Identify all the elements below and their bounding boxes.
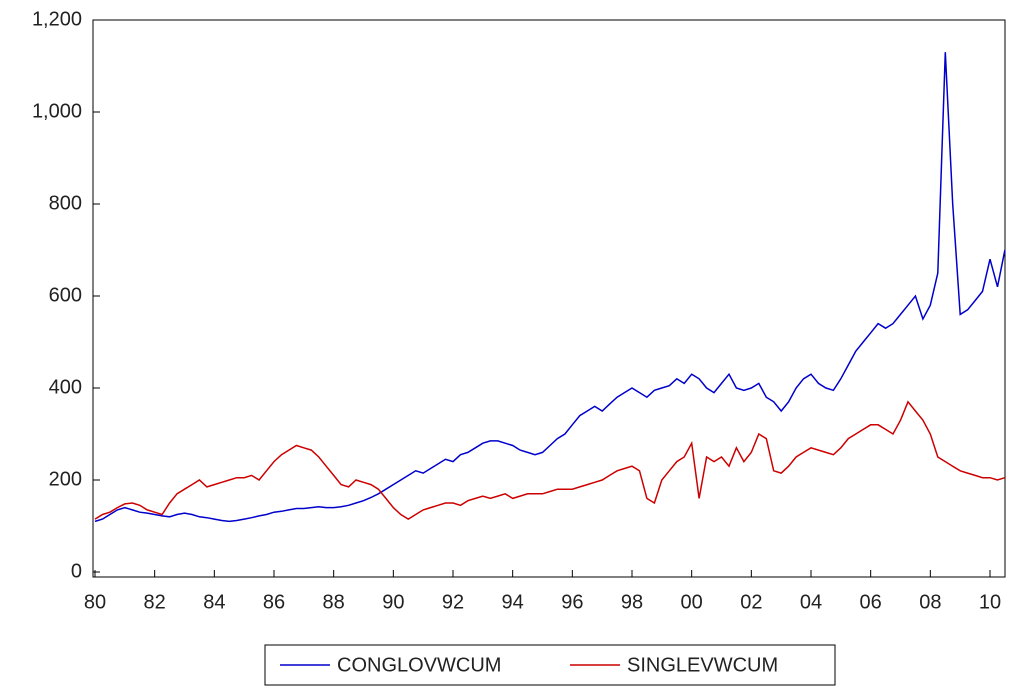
y-tick-label: 200 bbox=[49, 468, 82, 490]
x-tick-label: 92 bbox=[442, 591, 464, 613]
x-tick-label: 00 bbox=[681, 591, 703, 613]
x-tick-label: 96 bbox=[561, 591, 583, 613]
y-tick-label: 400 bbox=[49, 376, 82, 398]
y-tick-label: 0 bbox=[71, 560, 82, 582]
x-tick-label: 02 bbox=[740, 591, 762, 613]
x-tick-label: 04 bbox=[800, 591, 822, 613]
x-tick-label: 08 bbox=[919, 591, 941, 613]
y-tick-label: 1,200 bbox=[32, 8, 82, 30]
x-tick-label: 98 bbox=[621, 591, 643, 613]
x-tick-label: 84 bbox=[203, 591, 225, 613]
series-line bbox=[94, 400, 1006, 520]
y-tick-label: 800 bbox=[49, 192, 82, 214]
y-tick-label: 600 bbox=[49, 284, 82, 306]
x-tick-label: 10 bbox=[979, 591, 1001, 613]
x-tick-label: 82 bbox=[144, 591, 166, 613]
legend-label: SINGLEVWCUM bbox=[627, 654, 778, 676]
legend-label: CONGLOVWCUM bbox=[337, 654, 501, 676]
x-tick-label: 90 bbox=[382, 591, 404, 613]
plot-frame bbox=[92, 19, 1006, 578]
x-tick-label: 06 bbox=[860, 591, 882, 613]
x-tick-label: 94 bbox=[502, 591, 524, 613]
legend-box bbox=[264, 644, 836, 686]
x-tick-label: 86 bbox=[263, 591, 285, 613]
x-tick-label: 88 bbox=[323, 591, 345, 613]
y-tick-label: 1,000 bbox=[32, 100, 82, 122]
series-line bbox=[94, 52, 1006, 523]
x-tick-label: 80 bbox=[84, 591, 106, 613]
